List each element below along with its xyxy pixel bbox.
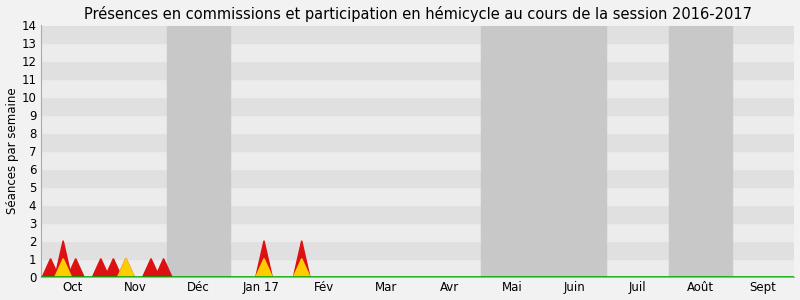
Bar <box>669 26 732 277</box>
Bar <box>41 115 794 133</box>
Polygon shape <box>155 259 172 277</box>
Bar <box>41 205 794 223</box>
Bar <box>41 151 794 169</box>
Polygon shape <box>118 259 134 277</box>
Polygon shape <box>294 259 310 277</box>
Polygon shape <box>67 259 84 277</box>
Polygon shape <box>256 241 272 277</box>
Bar <box>41 259 794 277</box>
Bar <box>41 169 794 187</box>
Polygon shape <box>118 259 134 277</box>
Bar <box>481 26 543 277</box>
Bar <box>41 241 794 259</box>
Polygon shape <box>42 259 58 277</box>
Bar <box>41 26 794 44</box>
Bar <box>41 187 794 205</box>
Title: Présences en commissions et participation en hémicycle au cours de la session 20: Présences en commissions et participatio… <box>84 6 752 22</box>
Polygon shape <box>256 259 272 277</box>
Polygon shape <box>55 259 71 277</box>
Polygon shape <box>55 241 71 277</box>
Bar <box>543 26 606 277</box>
Polygon shape <box>106 259 122 277</box>
Bar <box>41 79 794 97</box>
Bar <box>41 133 794 151</box>
Bar <box>41 223 794 241</box>
Bar <box>166 26 230 277</box>
Polygon shape <box>143 259 159 277</box>
Polygon shape <box>294 241 310 277</box>
Bar <box>41 61 794 79</box>
Bar <box>41 44 794 62</box>
Bar <box>41 97 794 115</box>
Y-axis label: Séances par semaine: Séances par semaine <box>6 88 18 214</box>
Polygon shape <box>93 259 109 277</box>
